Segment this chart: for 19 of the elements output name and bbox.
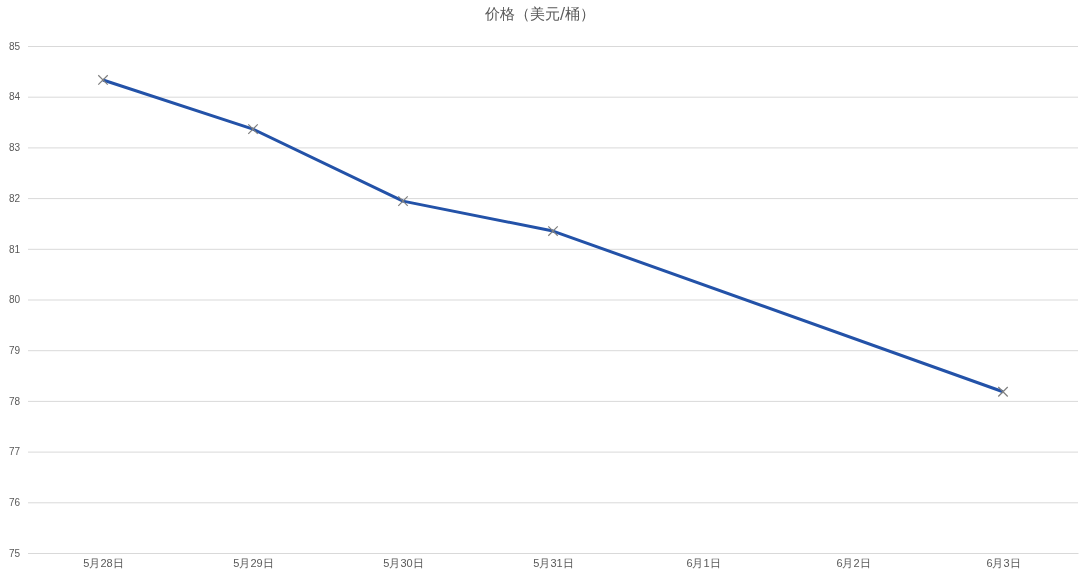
y-tick-label: 83 xyxy=(8,142,21,154)
y-tick-label: 79 xyxy=(8,344,21,356)
x-tick-label: 5月28日 xyxy=(83,556,124,569)
y-tick-label: 77 xyxy=(8,446,21,458)
x-tick-label: 5月30日 xyxy=(383,556,424,569)
y-tick-label: 75 xyxy=(8,547,21,559)
y-tick-label: 76 xyxy=(8,497,21,508)
x-tick-label: 6月1日 xyxy=(686,556,721,569)
y-tick-label: 85 xyxy=(8,40,21,52)
y-tick-label: 82 xyxy=(8,192,21,204)
y-tick-label: 81 xyxy=(8,243,21,255)
chart-title: 价格（美元/桶） xyxy=(483,5,596,23)
x-tick-label: 5月31日 xyxy=(533,556,574,569)
x-tick-label: 6月2日 xyxy=(836,556,871,569)
x-tick-label: 5月29日 xyxy=(233,556,274,569)
y-tick-label: 80 xyxy=(8,294,21,306)
y-tick-label: 84 xyxy=(8,91,21,103)
x-tick-label: 6月3日 xyxy=(986,556,1021,569)
y-tick-label: 78 xyxy=(8,395,21,407)
